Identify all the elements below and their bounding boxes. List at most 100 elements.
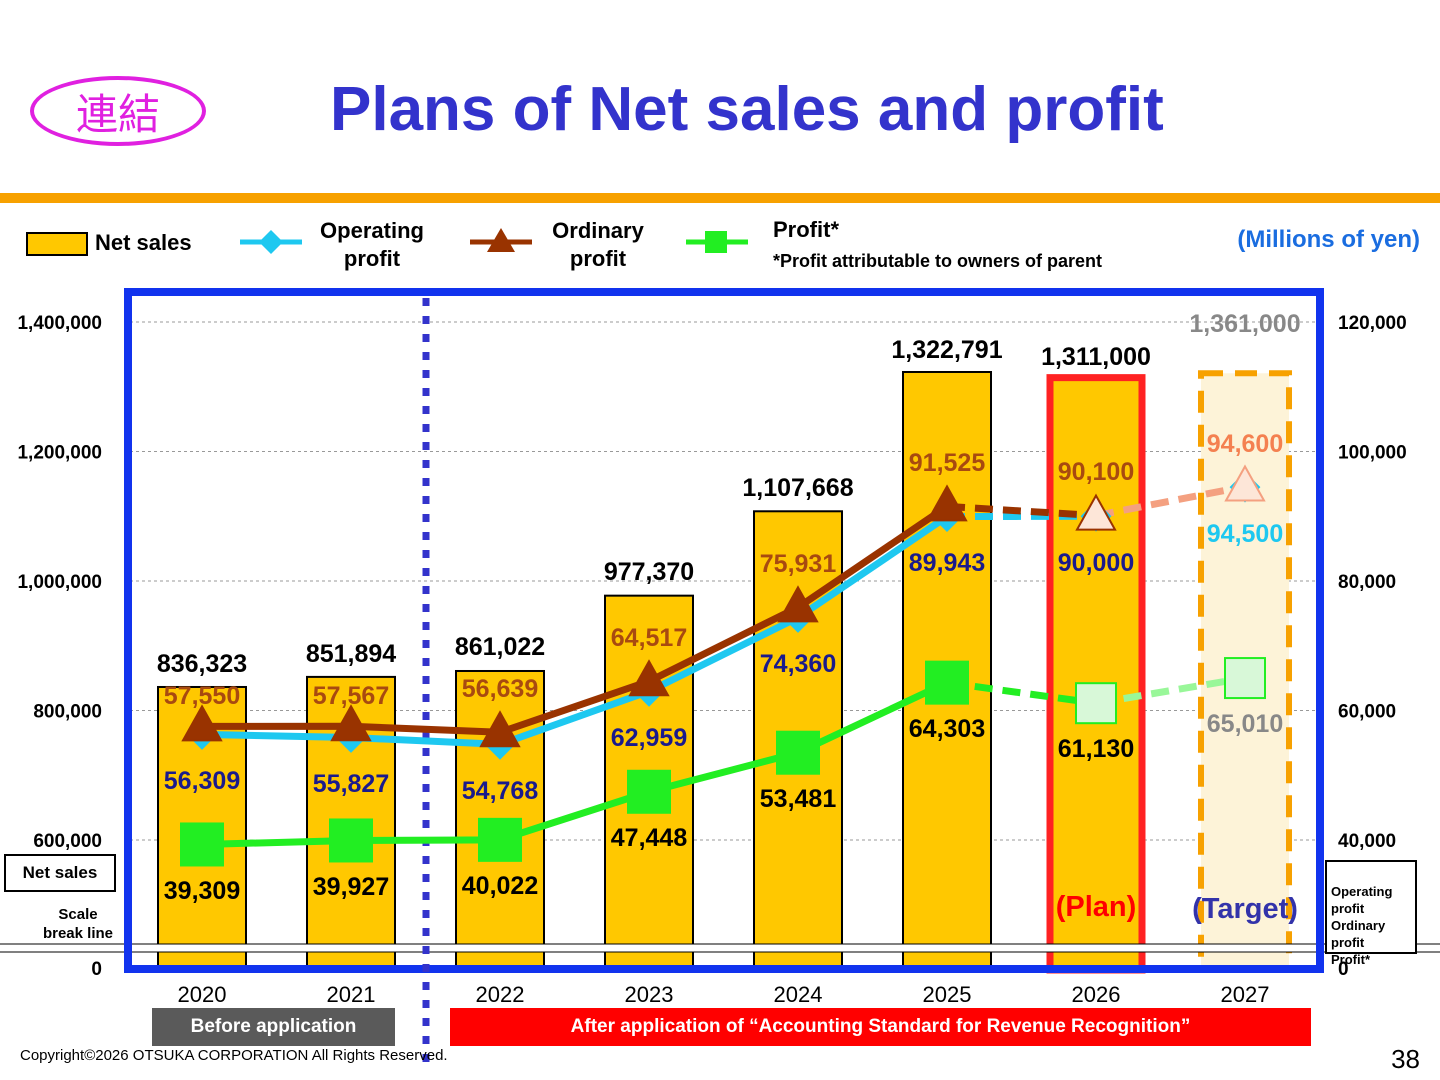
profit-line bbox=[201, 679, 949, 848]
ordinary-profit-plan-line bbox=[946, 502, 1097, 520]
ordinary-profit-line bbox=[201, 503, 949, 736]
legend-profit-note: *Profit attributable to owners of parent bbox=[773, 251, 1103, 271]
x-axis-label: 2021 bbox=[327, 982, 376, 1007]
band-before: Before application bbox=[152, 1008, 395, 1046]
net-sales-value-label: 1,322,791 bbox=[891, 336, 1002, 364]
x-axis-label: 2026 bbox=[1072, 982, 1121, 1007]
left-axis-tick: 600,000 bbox=[33, 831, 102, 852]
profit-value-label: 47,448 bbox=[611, 824, 688, 852]
legend-ordinary-label: Ordinary profit bbox=[552, 218, 644, 271]
badge-text: 連結 bbox=[75, 89, 160, 139]
ordinary-profit-value-label: 75,931 bbox=[760, 550, 837, 578]
units-label: (Millions of yen) bbox=[1237, 226, 1420, 253]
profit-value-label: 65,010 bbox=[1207, 710, 1283, 738]
left-axis-box-label: Net sales bbox=[22, 863, 98, 882]
left-axis-box: Net sales bbox=[4, 854, 116, 892]
net-sales-value-label: 851,894 bbox=[306, 640, 396, 668]
consolidated-badge: 連結 bbox=[30, 76, 206, 146]
right-axis-tick: 100,000 bbox=[1338, 443, 1407, 464]
profit-value-label: 39,927 bbox=[313, 873, 389, 901]
plan-label: (Plan) bbox=[1056, 891, 1137, 923]
scale-break-gap bbox=[0, 944, 1440, 952]
operating-profit-value-label: 54,768 bbox=[462, 777, 539, 805]
page-title: Plans of Net sales and profit bbox=[330, 75, 1164, 144]
profit-target-line bbox=[1095, 674, 1246, 707]
band-after: After application of “Accounting Standar… bbox=[450, 1008, 1311, 1046]
x-axis-label: 2023 bbox=[625, 982, 674, 1007]
net-sales-value-label: 1,361,000 bbox=[1189, 310, 1300, 338]
profit-value-label: 61,130 bbox=[1058, 735, 1134, 763]
profit-marker bbox=[329, 818, 373, 863]
ordinary-profit-marker bbox=[628, 659, 670, 697]
ordinary-profit-value-label: 57,567 bbox=[313, 682, 389, 710]
right-axis-box: Operating profit Ordinary profit Profit* bbox=[1325, 860, 1417, 967]
ordinary-profit-value-label: 57,550 bbox=[164, 682, 240, 710]
profit-marker bbox=[478, 817, 522, 862]
ordinary-profit-value-label: 56,639 bbox=[462, 675, 538, 703]
chart-frame bbox=[124, 288, 1324, 973]
ordinary-profit-value-label: 91,525 bbox=[909, 449, 986, 477]
left-axis-tick: 800,000 bbox=[33, 702, 102, 723]
net-sales-value-label: 861,022 bbox=[455, 633, 545, 661]
left-axis-tick: 0 bbox=[91, 959, 102, 980]
legend-net-sales-label: Net sales bbox=[95, 230, 192, 255]
left-axis-tick: 1,400,000 bbox=[17, 313, 102, 334]
legend-operating-label: Operating profit bbox=[320, 218, 424, 271]
band-after-label: After application of “Accounting Standar… bbox=[570, 1016, 1191, 1037]
ordinary-profit-marker bbox=[1075, 493, 1117, 531]
ordinary-profit-marker bbox=[926, 484, 968, 522]
operating-profit-line bbox=[201, 513, 949, 748]
operating-profit-value-label: 90,000 bbox=[1058, 549, 1134, 577]
operating-profit-value-label: 74,360 bbox=[760, 650, 836, 678]
ordinary-profit-marker bbox=[777, 585, 819, 623]
right-axis-tick: 0 bbox=[1338, 959, 1349, 980]
net-sales-value-label: 1,311,000 bbox=[1041, 343, 1151, 371]
x-axis-label: 2025 bbox=[923, 982, 972, 1007]
ordinary-profit-value-label: 64,517 bbox=[611, 624, 687, 652]
net-sales-value-label: 977,370 bbox=[604, 558, 694, 586]
page-number: 38 bbox=[1391, 1044, 1420, 1074]
ordinary-profit-target-line bbox=[1095, 483, 1246, 520]
profit-marker bbox=[627, 769, 671, 814]
left-axis-tick: 1,000,000 bbox=[17, 572, 102, 593]
x-axis-label: 2024 bbox=[774, 982, 823, 1007]
target-label: (Target) bbox=[1192, 893, 1298, 925]
operating-profit-value-label: 89,943 bbox=[909, 549, 985, 577]
profit-marker bbox=[180, 822, 224, 867]
profit-marker bbox=[1224, 657, 1266, 700]
ordinary-profit-marker bbox=[330, 704, 372, 742]
operating-profit-value-label: 56,309 bbox=[164, 767, 240, 795]
x-axis-label: 2027 bbox=[1221, 982, 1270, 1007]
profit-value-label: 64,303 bbox=[909, 715, 985, 743]
operating-profit-value-label: 62,959 bbox=[611, 724, 687, 752]
profit-value-label: 40,022 bbox=[462, 872, 538, 900]
net-sales-bar bbox=[1051, 378, 1141, 969]
legend-profit-label: Profit* bbox=[773, 217, 839, 242]
copyright: Copyright©2026 OTSUKA CORPORATION All Ri… bbox=[20, 1047, 448, 1064]
title-divider bbox=[0, 193, 1440, 203]
ordinary-profit-marker bbox=[1224, 464, 1266, 502]
net-sales-value-label: 836,323 bbox=[157, 650, 247, 678]
x-axis-label: 2022 bbox=[476, 982, 525, 1007]
net-sales-value-label: 1,107,668 bbox=[742, 474, 853, 502]
profit-marker bbox=[925, 660, 969, 705]
ordinary-profit-marker bbox=[181, 704, 223, 742]
band-before-label: Before application bbox=[190, 1016, 357, 1037]
profit-value-label: 39,309 bbox=[164, 877, 240, 905]
profit-marker bbox=[1075, 682, 1117, 725]
x-axis-label: 2020 bbox=[178, 982, 227, 1007]
profit-plan-line bbox=[946, 679, 1097, 707]
right-axis-tick: 60,000 bbox=[1338, 702, 1396, 723]
ordinary-profit-value-label: 94,600 bbox=[1207, 430, 1283, 458]
profit-value-label: 53,481 bbox=[760, 785, 837, 813]
right-axis-tick: 80,000 bbox=[1338, 572, 1396, 593]
legend-net-sales-swatch bbox=[26, 232, 88, 256]
ordinary-profit-value-label: 90,100 bbox=[1058, 458, 1134, 486]
operating-profit-value-label: 94,500 bbox=[1207, 520, 1283, 548]
right-axis-tick: 40,000 bbox=[1338, 831, 1396, 852]
right-axis-box-label: Operating profit Ordinary profit Profit* bbox=[1331, 884, 1393, 967]
profit-marker bbox=[776, 730, 820, 775]
operating-profit-value-label: 55,827 bbox=[313, 770, 389, 798]
right-axis-tick: 120,000 bbox=[1338, 313, 1407, 334]
